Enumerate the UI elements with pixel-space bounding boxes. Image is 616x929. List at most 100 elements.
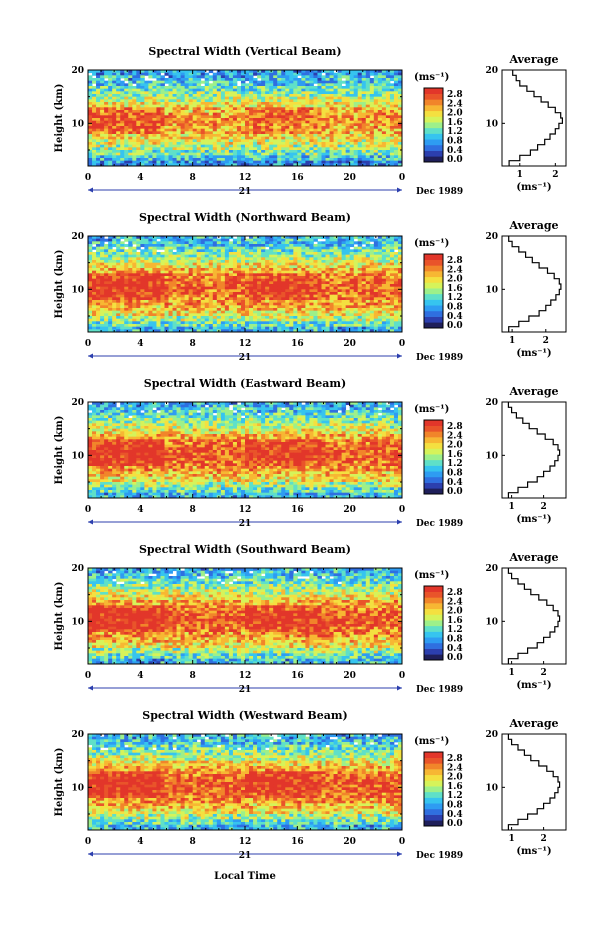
heatmap-cell [341,112,347,116]
heatmap-cell [92,292,97,296]
heatmap-cell [337,78,343,82]
heatmap-cell [277,112,282,116]
heatmap-cell [208,281,214,285]
heatmap-cell [273,265,278,269]
heatmap-cell [188,136,194,140]
heatmap-cell [96,160,101,164]
heatmap-cell [156,72,161,76]
heatmap-cell [361,112,367,116]
heatmap-cell [156,115,161,119]
heatmap-cell [301,88,306,92]
heatmap-cell [128,102,133,106]
heatmap-cell [220,99,226,103]
y-axis-label: Height (km) [54,84,65,153]
heatmap-cell [337,102,343,106]
heatmap-cell [132,70,137,74]
heatmap-cell [220,110,226,114]
heatmap-cell [124,268,129,272]
heatmap-cell [116,147,121,151]
heatmap-cell [180,80,186,84]
heatmap-cell [325,80,330,84]
heatmap-cell [325,289,330,293]
heatmap-cell [232,131,238,135]
heatmap-cell [301,284,306,288]
heatmap-cell [232,163,238,167]
heatmap-cell [373,131,379,135]
heatmap-cell [353,118,359,122]
heatmap-cell [160,99,165,103]
heatmap-cell [249,257,254,261]
heatmap-cell [365,294,371,298]
heatmap-cell [128,252,133,256]
heatmap-cell [112,118,117,122]
heatmap-cell [172,96,177,100]
heatmap-cell [208,75,214,79]
heatmap-cell [245,134,250,138]
heatmap-cell [148,286,153,290]
heatmap-cell [397,236,403,240]
heatmap-cell [393,110,399,114]
heatmap-cell [301,94,306,98]
heatmap-cell [253,163,258,167]
heatmap-cell [156,144,161,148]
heatmap-cell [309,115,314,119]
heatmap-cell [212,273,218,277]
heatmap-cell [216,144,222,148]
heatmap-cell [176,134,181,138]
heatmap-cell [309,99,314,103]
heatmap-cell [108,305,113,309]
heatmap-cell [128,128,133,132]
heatmap-cell [341,118,347,122]
x-tick-label: 8 [190,173,196,183]
heatmap-cell [96,155,101,159]
heatmap-cell [124,281,129,285]
heatmap-cell [188,78,194,82]
heatmap-cell [245,136,250,140]
heatmap-cell [240,147,246,151]
heatmap-cell [397,249,403,253]
heatmap-cell [116,126,121,130]
heatmap-cell [136,104,141,108]
heatmap-cell [317,244,322,248]
heatmap-cell [269,83,274,87]
heatmap-cell [301,260,306,264]
heatmap-cell [345,155,351,159]
heatmap-cell [301,160,306,164]
heatmap-cell [277,147,282,151]
heatmap-cell [200,158,206,162]
heatmap-cell [240,300,246,304]
heatmap-cell [369,147,375,151]
heatmap-cell [108,150,113,154]
heatmap-cell [184,94,190,98]
heatmap-cell [228,158,234,162]
heatmap-cell [349,72,355,76]
heatmap-cell [108,265,113,269]
heatmap-cell [349,99,355,103]
heatmap-cell [184,238,190,242]
heatmap-cell [253,94,258,98]
heatmap-cell [245,110,250,114]
heatmap-cell [329,284,334,288]
heatmap-cell [361,305,367,309]
heatmap-cell [208,91,214,95]
heatmap-cell [325,128,330,132]
heatmap-cell [96,70,101,74]
heatmap-cell [253,244,258,248]
heatmap-cell [132,238,137,242]
x-tick-label: 12 [239,173,252,183]
heatmap-cell [345,139,351,143]
heatmap-cell [381,294,387,298]
heatmap-cell [136,268,141,272]
heatmap-cell [309,144,314,148]
heatmap-cell [164,136,169,140]
heatmap-cell [144,150,149,154]
heatmap-cell [285,123,290,127]
heatmap-cell [305,91,310,95]
heatmap-cell [265,78,270,82]
heatmap-cell [261,244,266,248]
heatmap-cell [301,136,306,140]
heatmap-cell [108,236,113,240]
heatmap-cell [281,160,286,164]
heatmap-cell [196,305,202,309]
heatmap-cell [373,294,379,298]
